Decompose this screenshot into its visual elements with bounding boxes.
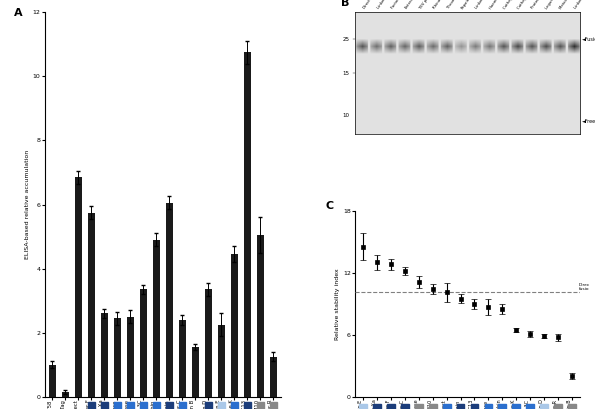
Text: Factor Xa: Factor Xa xyxy=(390,0,404,10)
Text: Cathepsin E: Cathepsin E xyxy=(517,0,534,10)
Text: A: A xyxy=(14,9,23,18)
Bar xyxy=(443,404,450,409)
Text: B: B xyxy=(342,0,350,8)
Bar xyxy=(526,404,534,409)
Bar xyxy=(127,402,134,409)
Bar xyxy=(140,290,147,397)
Bar xyxy=(540,404,548,409)
Bar xyxy=(101,402,108,409)
Text: ◄Free: ◄Free xyxy=(583,119,595,124)
Bar xyxy=(62,392,69,397)
Text: Cathepsin D: Cathepsin D xyxy=(503,0,519,10)
Text: Rhinovirus 3C: Rhinovirus 3C xyxy=(433,0,451,10)
Bar xyxy=(205,402,212,409)
Text: TEV protease: TEV protease xyxy=(418,0,436,10)
Text: Direct: Direct xyxy=(362,0,372,10)
Text: Proteinase K: Proteinase K xyxy=(531,0,548,10)
Bar xyxy=(166,402,173,409)
Bar xyxy=(114,402,121,409)
Bar xyxy=(270,357,277,397)
Bar xyxy=(166,203,173,397)
Text: Papain: Papain xyxy=(461,0,471,10)
Bar xyxy=(256,235,264,397)
Bar xyxy=(512,404,520,409)
Bar xyxy=(49,365,56,397)
Bar xyxy=(178,402,186,409)
Text: ◄Fusion: ◄Fusion xyxy=(583,36,595,42)
Text: 15: 15 xyxy=(342,71,349,76)
Bar xyxy=(457,404,465,409)
Bar xyxy=(373,404,381,409)
Bar xyxy=(153,240,160,397)
Bar xyxy=(484,404,492,409)
Bar xyxy=(218,325,225,397)
Bar xyxy=(256,402,264,409)
Text: Metalloproteases M10: Metalloproteases M10 xyxy=(559,0,587,10)
Bar xyxy=(244,52,251,397)
Text: Linker C: Linker C xyxy=(475,0,487,10)
Bar xyxy=(205,290,212,397)
Bar xyxy=(88,213,95,397)
Text: Legumain C13: Legumain C13 xyxy=(545,0,565,10)
Bar xyxy=(153,402,160,409)
Bar xyxy=(218,402,225,409)
Text: Direc
fusio: Direc fusio xyxy=(579,283,590,291)
Bar xyxy=(270,402,277,409)
Text: Thrombin: Thrombin xyxy=(446,0,461,10)
Bar xyxy=(554,404,562,409)
Bar xyxy=(192,347,199,397)
Bar xyxy=(127,317,134,397)
Bar xyxy=(231,402,238,409)
Bar xyxy=(429,404,437,409)
Bar xyxy=(568,404,575,409)
Bar xyxy=(359,404,367,409)
Bar xyxy=(101,313,108,397)
Bar xyxy=(244,402,251,409)
Text: C: C xyxy=(325,202,334,211)
Text: Enterokinase: Enterokinase xyxy=(404,0,422,10)
Text: Linker R: Linker R xyxy=(573,0,585,10)
Text: 10: 10 xyxy=(342,113,349,118)
Y-axis label: Relative stability index: Relative stability index xyxy=(335,268,340,339)
Bar xyxy=(401,404,409,409)
Bar xyxy=(88,402,95,409)
Bar xyxy=(415,404,422,409)
Bar xyxy=(231,254,238,397)
Text: 25: 25 xyxy=(342,36,349,42)
Bar xyxy=(499,404,506,409)
Bar xyxy=(387,404,395,409)
Bar xyxy=(114,318,121,397)
Y-axis label: ELISA-based relative accumulation: ELISA-based relative accumulation xyxy=(25,150,30,259)
Bar xyxy=(75,177,82,397)
Text: Linker F: Linker F xyxy=(376,0,388,10)
Bar xyxy=(178,320,186,397)
Text: Haemoglobin B: Haemoglobin B xyxy=(488,0,509,10)
Bar xyxy=(471,404,478,409)
Bar xyxy=(140,402,147,409)
